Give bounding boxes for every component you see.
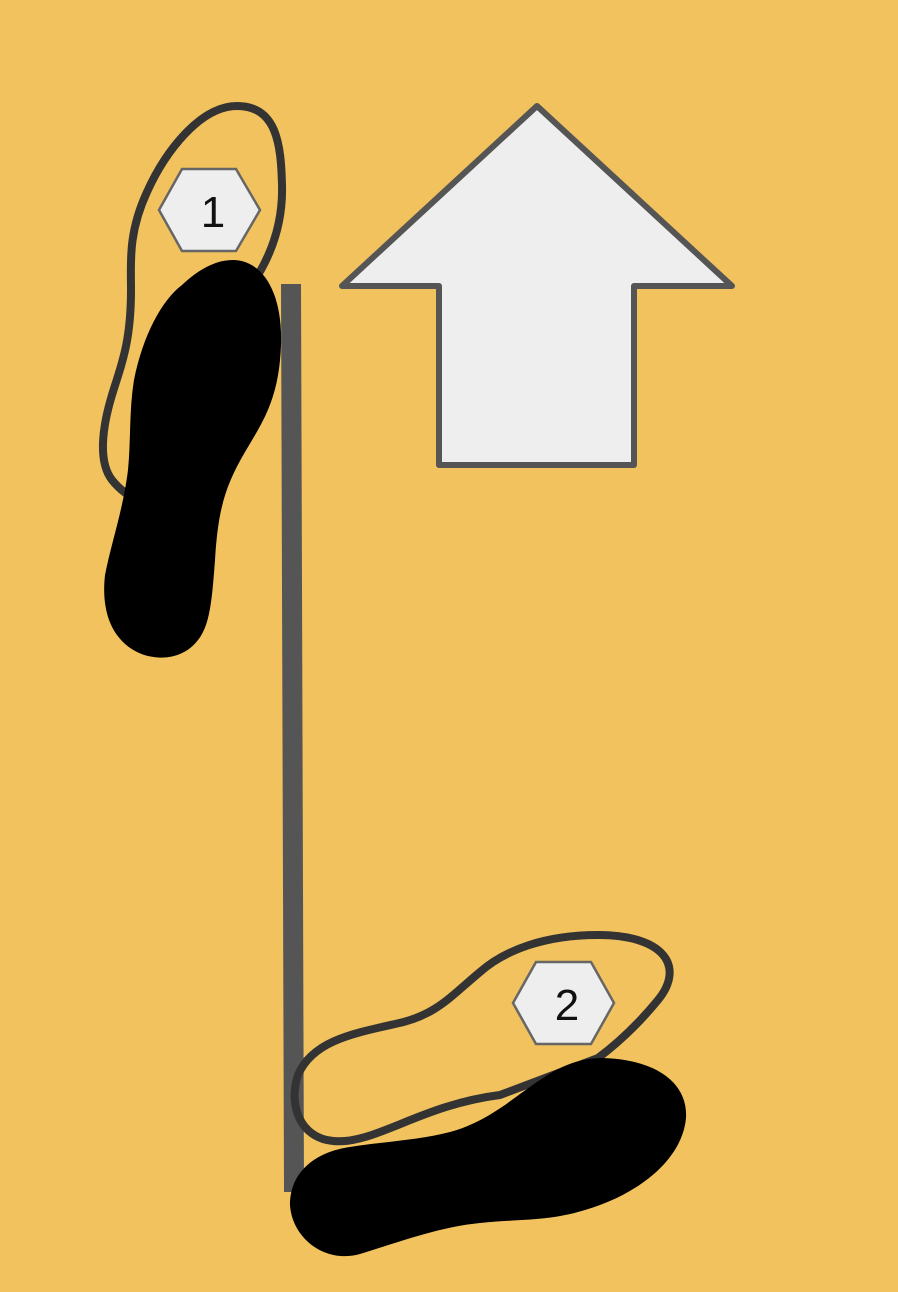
step-1-number: 1 [201,188,225,237]
reference-line [281,283,304,1193]
step-1-previous-footprint-icon [99,102,287,504]
step-1-hexagon [157,167,262,253]
step-2-previous-footprint-icon [290,931,674,1146]
up-arrow-icon [339,103,735,468]
step-2-hexagon [511,960,616,1046]
step-2-number: 2 [555,981,579,1030]
step-2-badge: 2 [511,960,616,1046]
step-2-footprint-icon [290,1058,687,1257]
step-1-footprint-icon [104,260,282,658]
step-1-badge: 1 [157,167,262,253]
